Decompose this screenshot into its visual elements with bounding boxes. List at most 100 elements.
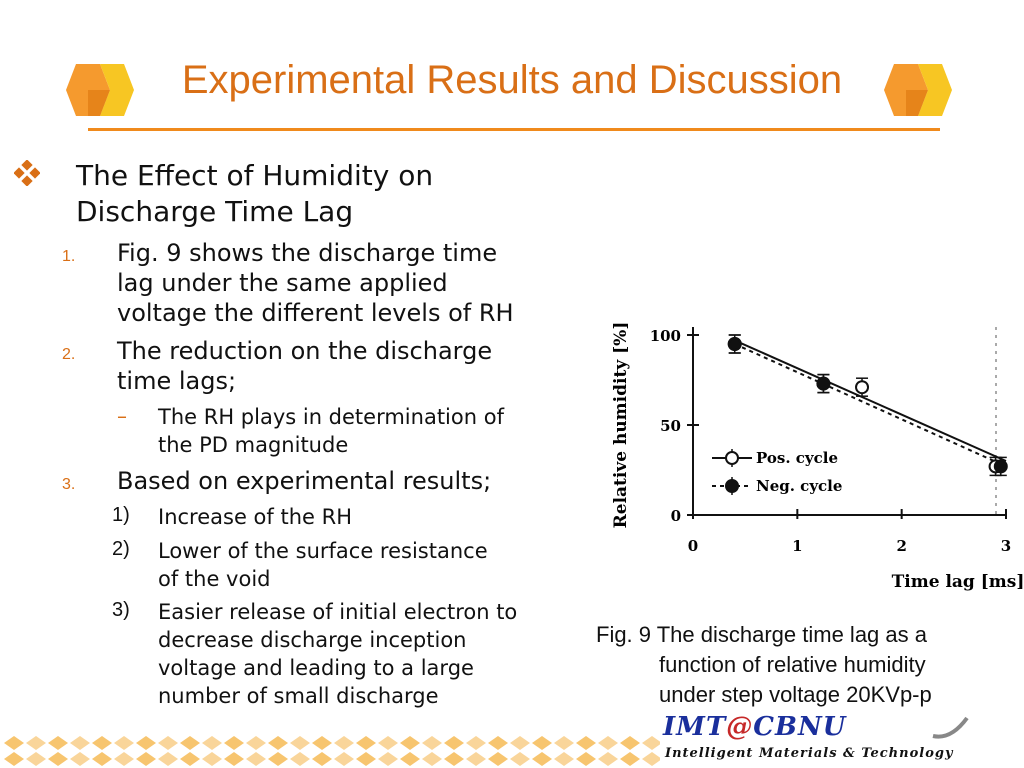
footer-diamond <box>246 752 266 766</box>
x-tick-label: 0 <box>688 537 698 555</box>
footer-diamond <box>312 752 332 766</box>
item-number: 2. <box>62 346 76 363</box>
footer-diamond <box>444 736 464 750</box>
sub-item: Lower of the surface resistance of the v… <box>158 537 488 593</box>
sub-item-line: decrease discharge inception <box>158 628 467 652</box>
footer-diamond <box>180 736 200 750</box>
chart-axes: 0 50 100 0 1 2 3 <box>650 327 1011 555</box>
legend-label: Neg. cycle <box>756 477 842 495</box>
footer-diamond <box>224 752 244 766</box>
section-heading: The Effect of Humidity on Discharge Time… <box>76 158 556 230</box>
legend-label: Pos. cycle <box>756 449 838 467</box>
footer-diamond <box>70 752 90 766</box>
footer-diamond <box>268 752 288 766</box>
footer-diamond <box>378 736 398 750</box>
footer-diamond <box>114 736 134 750</box>
sub-item: The RH plays in determination of the PD … <box>158 403 504 459</box>
data-point <box>727 337 742 351</box>
footer-diamond <box>422 752 442 766</box>
footer-diamond <box>114 752 134 766</box>
title-cube-right-icon <box>884 64 952 116</box>
sub-item-number: 2) <box>112 538 130 560</box>
footer-diamond <box>136 736 156 750</box>
y-tick-label: 100 <box>650 327 681 345</box>
footer-diamond <box>202 736 222 750</box>
footer-diamond <box>92 736 112 750</box>
footer-diamond <box>4 752 24 766</box>
footer-diamond <box>554 752 574 766</box>
title-divider <box>88 128 940 131</box>
footer-diamond <box>48 752 68 766</box>
sub-item-line: the PD magnitude <box>158 433 349 457</box>
figure-caption: Fig. 9 The discharge time lag as a funct… <box>596 620 1016 710</box>
heading-line: The Effect of Humidity on <box>76 159 434 192</box>
footer-diamond <box>334 736 354 750</box>
sub-item-line: Lower of the surface resistance <box>158 539 488 563</box>
y-tick-label: 0 <box>671 507 681 525</box>
footer-diamond <box>92 752 112 766</box>
footer-diamond <box>466 736 486 750</box>
y-tick-label: 50 <box>660 417 681 435</box>
footer-diamond <box>444 752 464 766</box>
footer-diamond <box>70 736 90 750</box>
logo-swoosh-icon <box>932 716 969 739</box>
sub-item-line: The RH plays in determination of <box>158 405 504 429</box>
footer-diamond <box>598 752 618 766</box>
footer-diamond <box>312 736 332 750</box>
x-tick-label: 3 <box>1001 537 1011 555</box>
footer-diamond <box>180 752 200 766</box>
sub-item-number: 3) <box>112 599 130 621</box>
footer-diamond <box>290 752 310 766</box>
footer-diamond <box>356 736 376 750</box>
footer-diamond <box>136 752 156 766</box>
x-axis-label: Time lag [ms] <box>892 572 1024 592</box>
sub-item-line: of the void <box>158 567 271 591</box>
footer-diamond <box>620 752 640 766</box>
caption-line: Fig. 9 The discharge time lag as a <box>596 622 927 647</box>
footer-diamond <box>378 752 398 766</box>
footer-diamond <box>400 736 420 750</box>
humidity-time-lag-chart: 0 50 100 0 1 2 3 Pos. cycle Neg. cycle Relative… <box>611 322 1024 592</box>
footer-diamond <box>422 736 442 750</box>
sub-item-line: number of small discharge <box>158 684 439 708</box>
caption-line: under step voltage 20KVp-p <box>659 682 932 707</box>
footer-diamond <box>246 736 266 750</box>
data-point <box>855 380 870 395</box>
footer-diamond <box>576 752 596 766</box>
legend-marker <box>725 479 739 493</box>
fit-line <box>734 343 1007 468</box>
logo-text-left: IMT <box>663 712 727 742</box>
footer-diamond <box>532 736 552 750</box>
footer-diamond <box>158 752 178 766</box>
data-point <box>993 459 1008 474</box>
sub-item: Increase of the RH <box>158 503 352 531</box>
item-line: Fig. 9 shows the discharge time <box>117 239 498 267</box>
list-item: Based on experimental results; <box>117 466 491 496</box>
y-axis-label: Relative humidity [%] <box>611 322 631 529</box>
caption-line: function of relative humidity <box>659 652 926 677</box>
x-tick-label: 1 <box>792 537 802 555</box>
footer-diamond <box>268 736 288 750</box>
item-line: voltage the different levels of RH <box>117 299 514 327</box>
legend-marker <box>725 451 739 465</box>
chart-legend: Pos. cycle Neg. cycle <box>712 449 842 495</box>
footer-diamond <box>158 736 178 750</box>
footer-diamond <box>620 736 640 750</box>
data-point <box>816 376 831 391</box>
logo-tagline: Intelligent Materials & Technology <box>665 746 954 761</box>
footer-diamond <box>48 736 68 750</box>
logo-wordmark: IMT@CBNU <box>663 712 846 742</box>
sub-item-line: Easier release of initial electron to <box>158 600 518 624</box>
list-item: The reduction on the discharge time lags… <box>117 336 492 396</box>
footer-diamond <box>334 752 354 766</box>
sub-item-line: Increase of the RH <box>158 505 352 529</box>
footer-diamond <box>202 752 222 766</box>
sub-bullet-dash: – <box>117 404 127 428</box>
item-number: 1. <box>62 248 76 265</box>
footer-diamond <box>400 752 420 766</box>
footer-diamond <box>642 752 660 766</box>
footer-diamond-pattern <box>4 736 660 766</box>
footer-diamond <box>510 752 530 766</box>
chart-points <box>727 334 1008 477</box>
title-cube-left-icon <box>66 64 134 116</box>
